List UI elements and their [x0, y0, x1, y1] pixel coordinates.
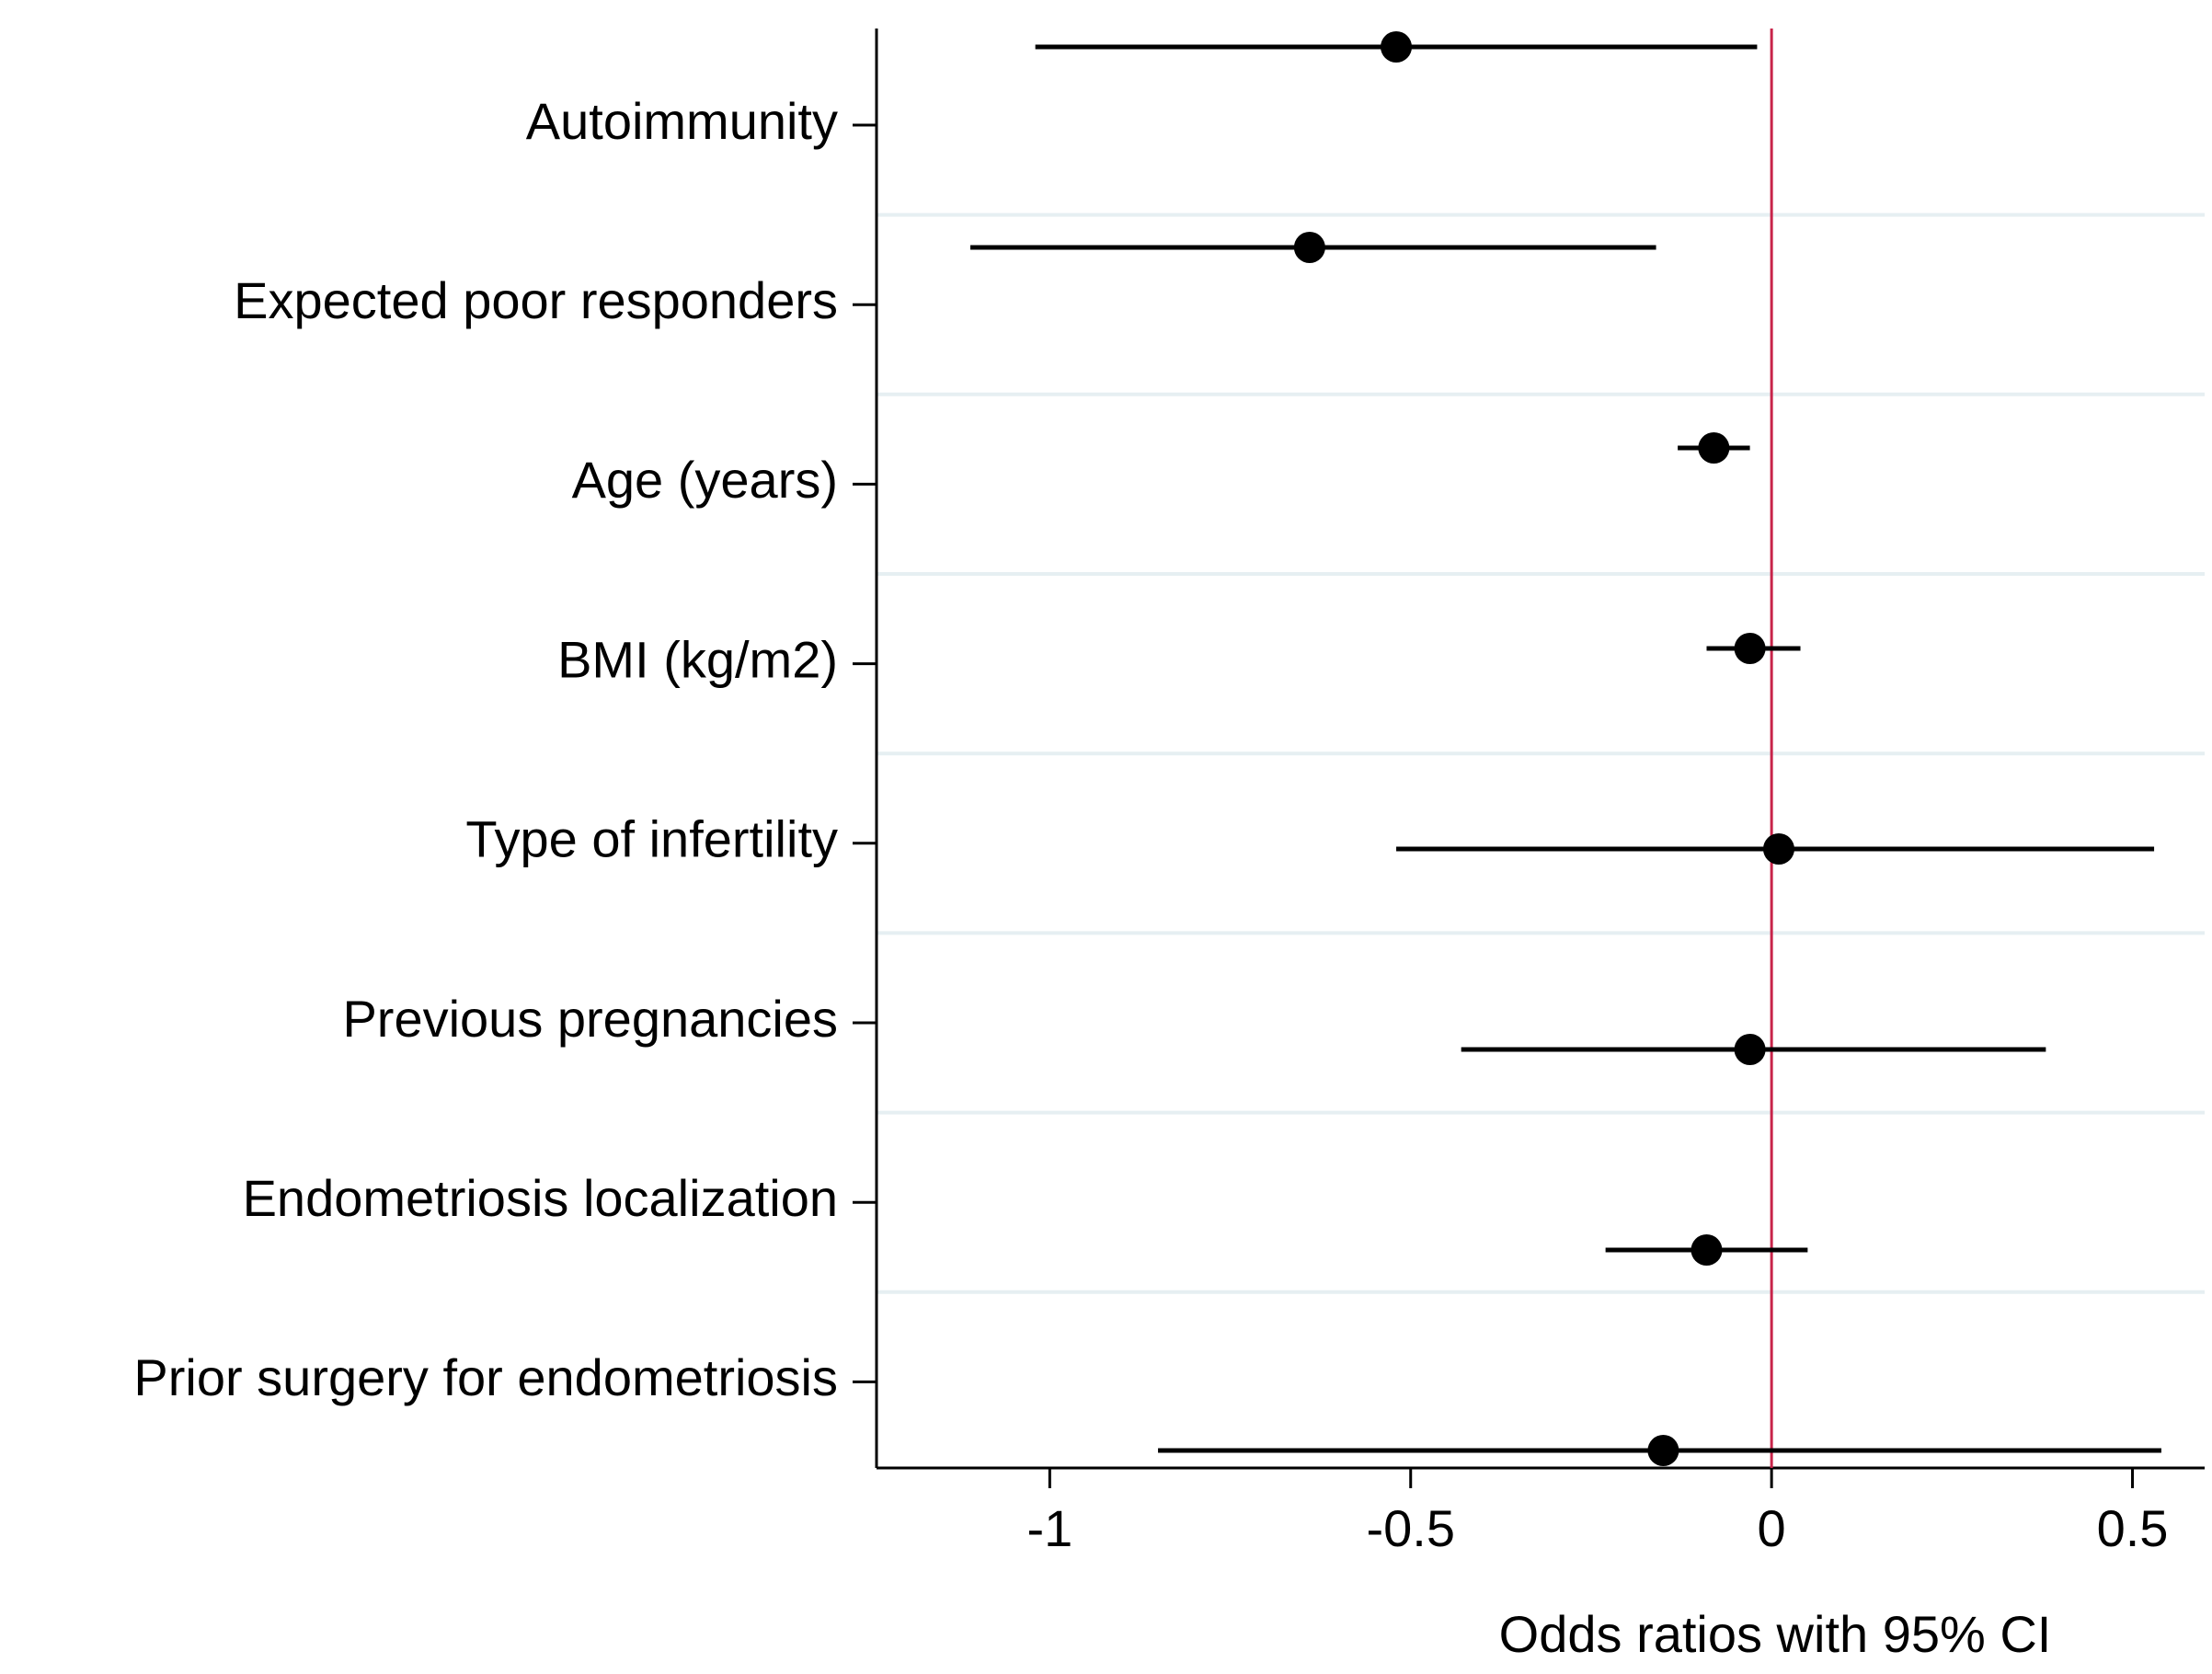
point-estimate: [1381, 31, 1413, 63]
x-tick-label: -0.5: [1366, 1499, 1455, 1557]
y-tick-label: Prior surgery for endometriosis: [133, 1348, 838, 1406]
point-estimate: [1762, 833, 1794, 865]
x-axis-label: Odds ratios with 95% CI: [1499, 1605, 2052, 1663]
x-tick-label: -1: [1026, 1499, 1072, 1557]
point-estimate: [1691, 1234, 1723, 1266]
y-tick-label: Age (years): [572, 451, 838, 509]
y-tick-label: Expected poor responders: [234, 271, 838, 329]
x-tick-label: 0.5: [2097, 1499, 2169, 1557]
y-tick-label: Endometriosis localization: [243, 1169, 838, 1227]
point-estimate: [1698, 432, 1730, 464]
point-estimate: [1293, 232, 1325, 263]
y-tick-label: Previous pregnancies: [342, 990, 838, 1048]
point-estimate: [1734, 1034, 1766, 1065]
point-estimate: [1647, 1435, 1679, 1466]
point-estimate: [1734, 633, 1766, 664]
y-tick-label: Autoimmunity: [526, 92, 838, 150]
y-tick-label: BMI (kg/m2): [557, 630, 838, 688]
y-tick-label: Type of infertility: [465, 810, 838, 868]
x-tick-label: 0: [1758, 1499, 1786, 1557]
